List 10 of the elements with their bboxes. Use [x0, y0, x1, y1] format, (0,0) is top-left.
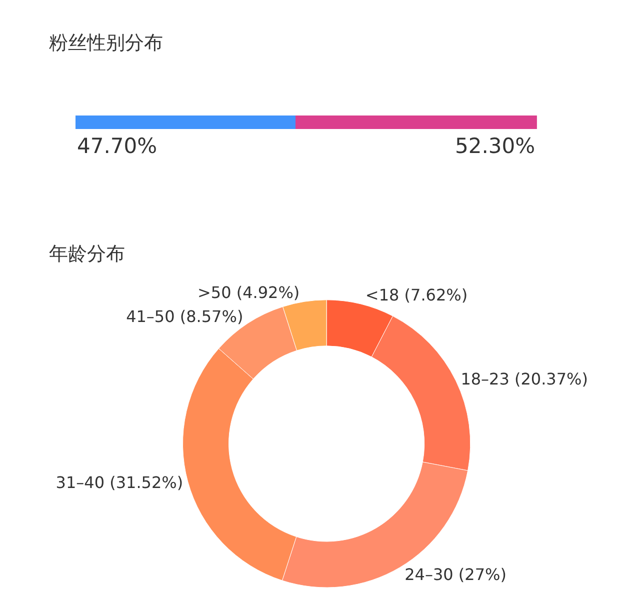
- chart-title: 粉丝性别分布: [49, 32, 163, 54]
- slice-label: 24–30 (27%): [404, 564, 506, 584]
- slice-label: <18 (7.62%): [365, 286, 468, 305]
- data-label: 47.70%: [77, 134, 158, 158]
- slice-label: >50 (4.92%): [197, 282, 300, 302]
- chart-title: 年龄分布: [49, 243, 125, 265]
- slice-label: 18–23 (20.37%): [460, 370, 588, 389]
- slice-label: 31–40 (31.52%): [56, 472, 184, 492]
- slice-label: 41–50 (8.57%): [126, 307, 244, 326]
- data-label: 52.30%: [455, 134, 536, 158]
